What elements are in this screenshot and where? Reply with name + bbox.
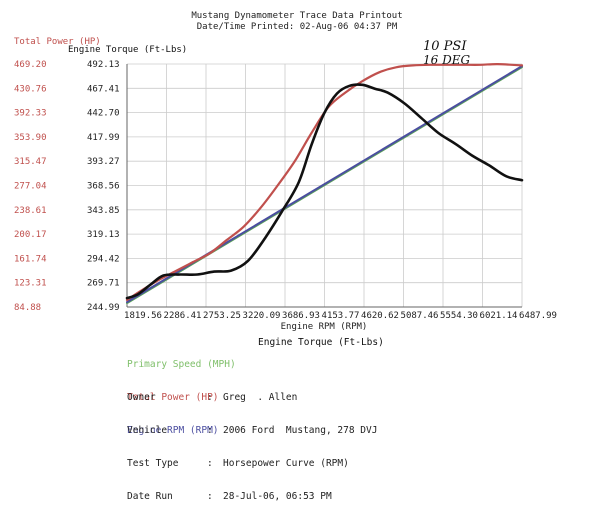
info-label: Test Type [127, 458, 179, 469]
chart-ticks: 469.20 492.13 430.76 467.41 392.33 442.70 353.… [14, 60, 557, 321]
hp-tick-label: 315.47 [14, 157, 47, 167]
x-tick-label: 6487.99 [519, 311, 557, 321]
annotation-psi: 10 PSI [423, 39, 467, 54]
info-colon: : [207, 425, 213, 436]
series-line-total-power-hp [125, 62, 524, 302]
x-axis-label: Engine RPM (RPM) [281, 322, 368, 332]
print-date: Date/Time Printed: 02-Aug-06 04:37 PM [197, 22, 398, 32]
torque-axis-label: Engine Torque (Ft-Lbs) [68, 45, 187, 55]
info-label: Owner [127, 392, 156, 403]
torque-tick-label: 467.41 [87, 84, 120, 94]
handwritten-annotation: 10 PSI 16 DEG [423, 39, 470, 67]
x-tick-label: 3220.09 [243, 311, 281, 321]
x-tick-label: 1819.56 [124, 311, 162, 321]
info-colon: : [207, 491, 213, 502]
torque-tick-label: 244.99 [87, 303, 120, 313]
hp-tick-label: 200.17 [14, 230, 47, 240]
x-tick-label: 4153.77 [322, 311, 360, 321]
dyno-chart: Mustang Dynamometer Trace Data Printout … [14, 11, 557, 332]
info-value: Greg . Allen [223, 392, 298, 403]
torque-tick-label: 368.56 [87, 182, 120, 192]
chart-title: Mustang Dynamometer Trace Data Printout [191, 11, 402, 21]
chart-axes [126, 64, 522, 308]
run-info: Owner: Greg . Allen Vehicle:2006 Ford Mus… [127, 370, 377, 513]
info-date-run: Date Run:28-Jul-06, 06:53 PM [127, 491, 377, 502]
torque-tick-label: 417.99 [87, 133, 120, 143]
torque-tick-label: 442.70 [87, 109, 120, 119]
hp-tick-label: 277.04 [14, 182, 47, 192]
hp-tick-label: 161.74 [14, 254, 47, 264]
hp-tick-label: 469.20 [14, 60, 47, 70]
info-vehicle: Vehicle:2006 Ford Mustang, 278 DVJ [127, 425, 377, 436]
info-owner: Owner: Greg . Allen [127, 392, 377, 403]
x-tick-label: 5554.30 [440, 311, 478, 321]
torque-tick-label: 343.85 [87, 206, 120, 216]
hp-tick-label: 123.31 [14, 279, 47, 289]
series-line-engine-torque-ft-lbs [125, 83, 524, 300]
legend-total-power: Total Power (HP) [127, 392, 219, 403]
annotation-deg: 16 DEG [423, 53, 470, 67]
info-test-type: Test Type: Horsepower Curve (RPM) [127, 458, 377, 469]
info-label: Vehicle [127, 425, 168, 436]
hp-tick-label: 238.61 [14, 206, 47, 216]
x-tick-label: 4620.62 [361, 311, 399, 321]
chart-series [125, 62, 524, 305]
legend-primary-speed: Primary Speed (MPH) [127, 359, 236, 370]
info-value: 2006 Ford Mustang, 278 DVJ [223, 425, 378, 436]
x-tick-label: 2286.41 [164, 311, 202, 321]
legend-engine-rpm: Engine RPM (RPM) [127, 425, 219, 436]
torque-tick-label: 294.42 [87, 254, 120, 264]
hp-tick-label: 353.90 [14, 133, 47, 143]
torque-tick-label: 492.13 [87, 60, 120, 70]
chart-legend: Primary Speed (MPH) Total Power (HP) Eng… [127, 337, 236, 447]
hp-tick-label: 392.33 [14, 109, 47, 119]
x-tick-label: 5087.46 [401, 311, 439, 321]
x-tick-label: 3686.93 [282, 311, 320, 321]
x-tick-label: 6021.14 [480, 311, 518, 321]
info-value: Horsepower Curve (RPM) [223, 458, 349, 469]
info-label: Date Run [127, 491, 173, 502]
info-colon: : [207, 458, 213, 469]
hp-tick-label: 84.88 [14, 303, 41, 313]
torque-tick-label: 319.13 [87, 230, 120, 240]
hp-tick-label: 430.76 [14, 84, 47, 94]
x-tick-label: 2753.25 [203, 311, 241, 321]
legend-engine-torque: Engine Torque (Ft-Lbs) [258, 337, 384, 348]
hp-axis-label: Total Power (HP) [14, 37, 101, 47]
info-colon: : [207, 392, 213, 403]
info-value: 28-Jul-06, 06:53 PM [223, 491, 332, 502]
torque-tick-label: 269.71 [87, 279, 120, 289]
torque-tick-label: 393.27 [87, 157, 120, 167]
